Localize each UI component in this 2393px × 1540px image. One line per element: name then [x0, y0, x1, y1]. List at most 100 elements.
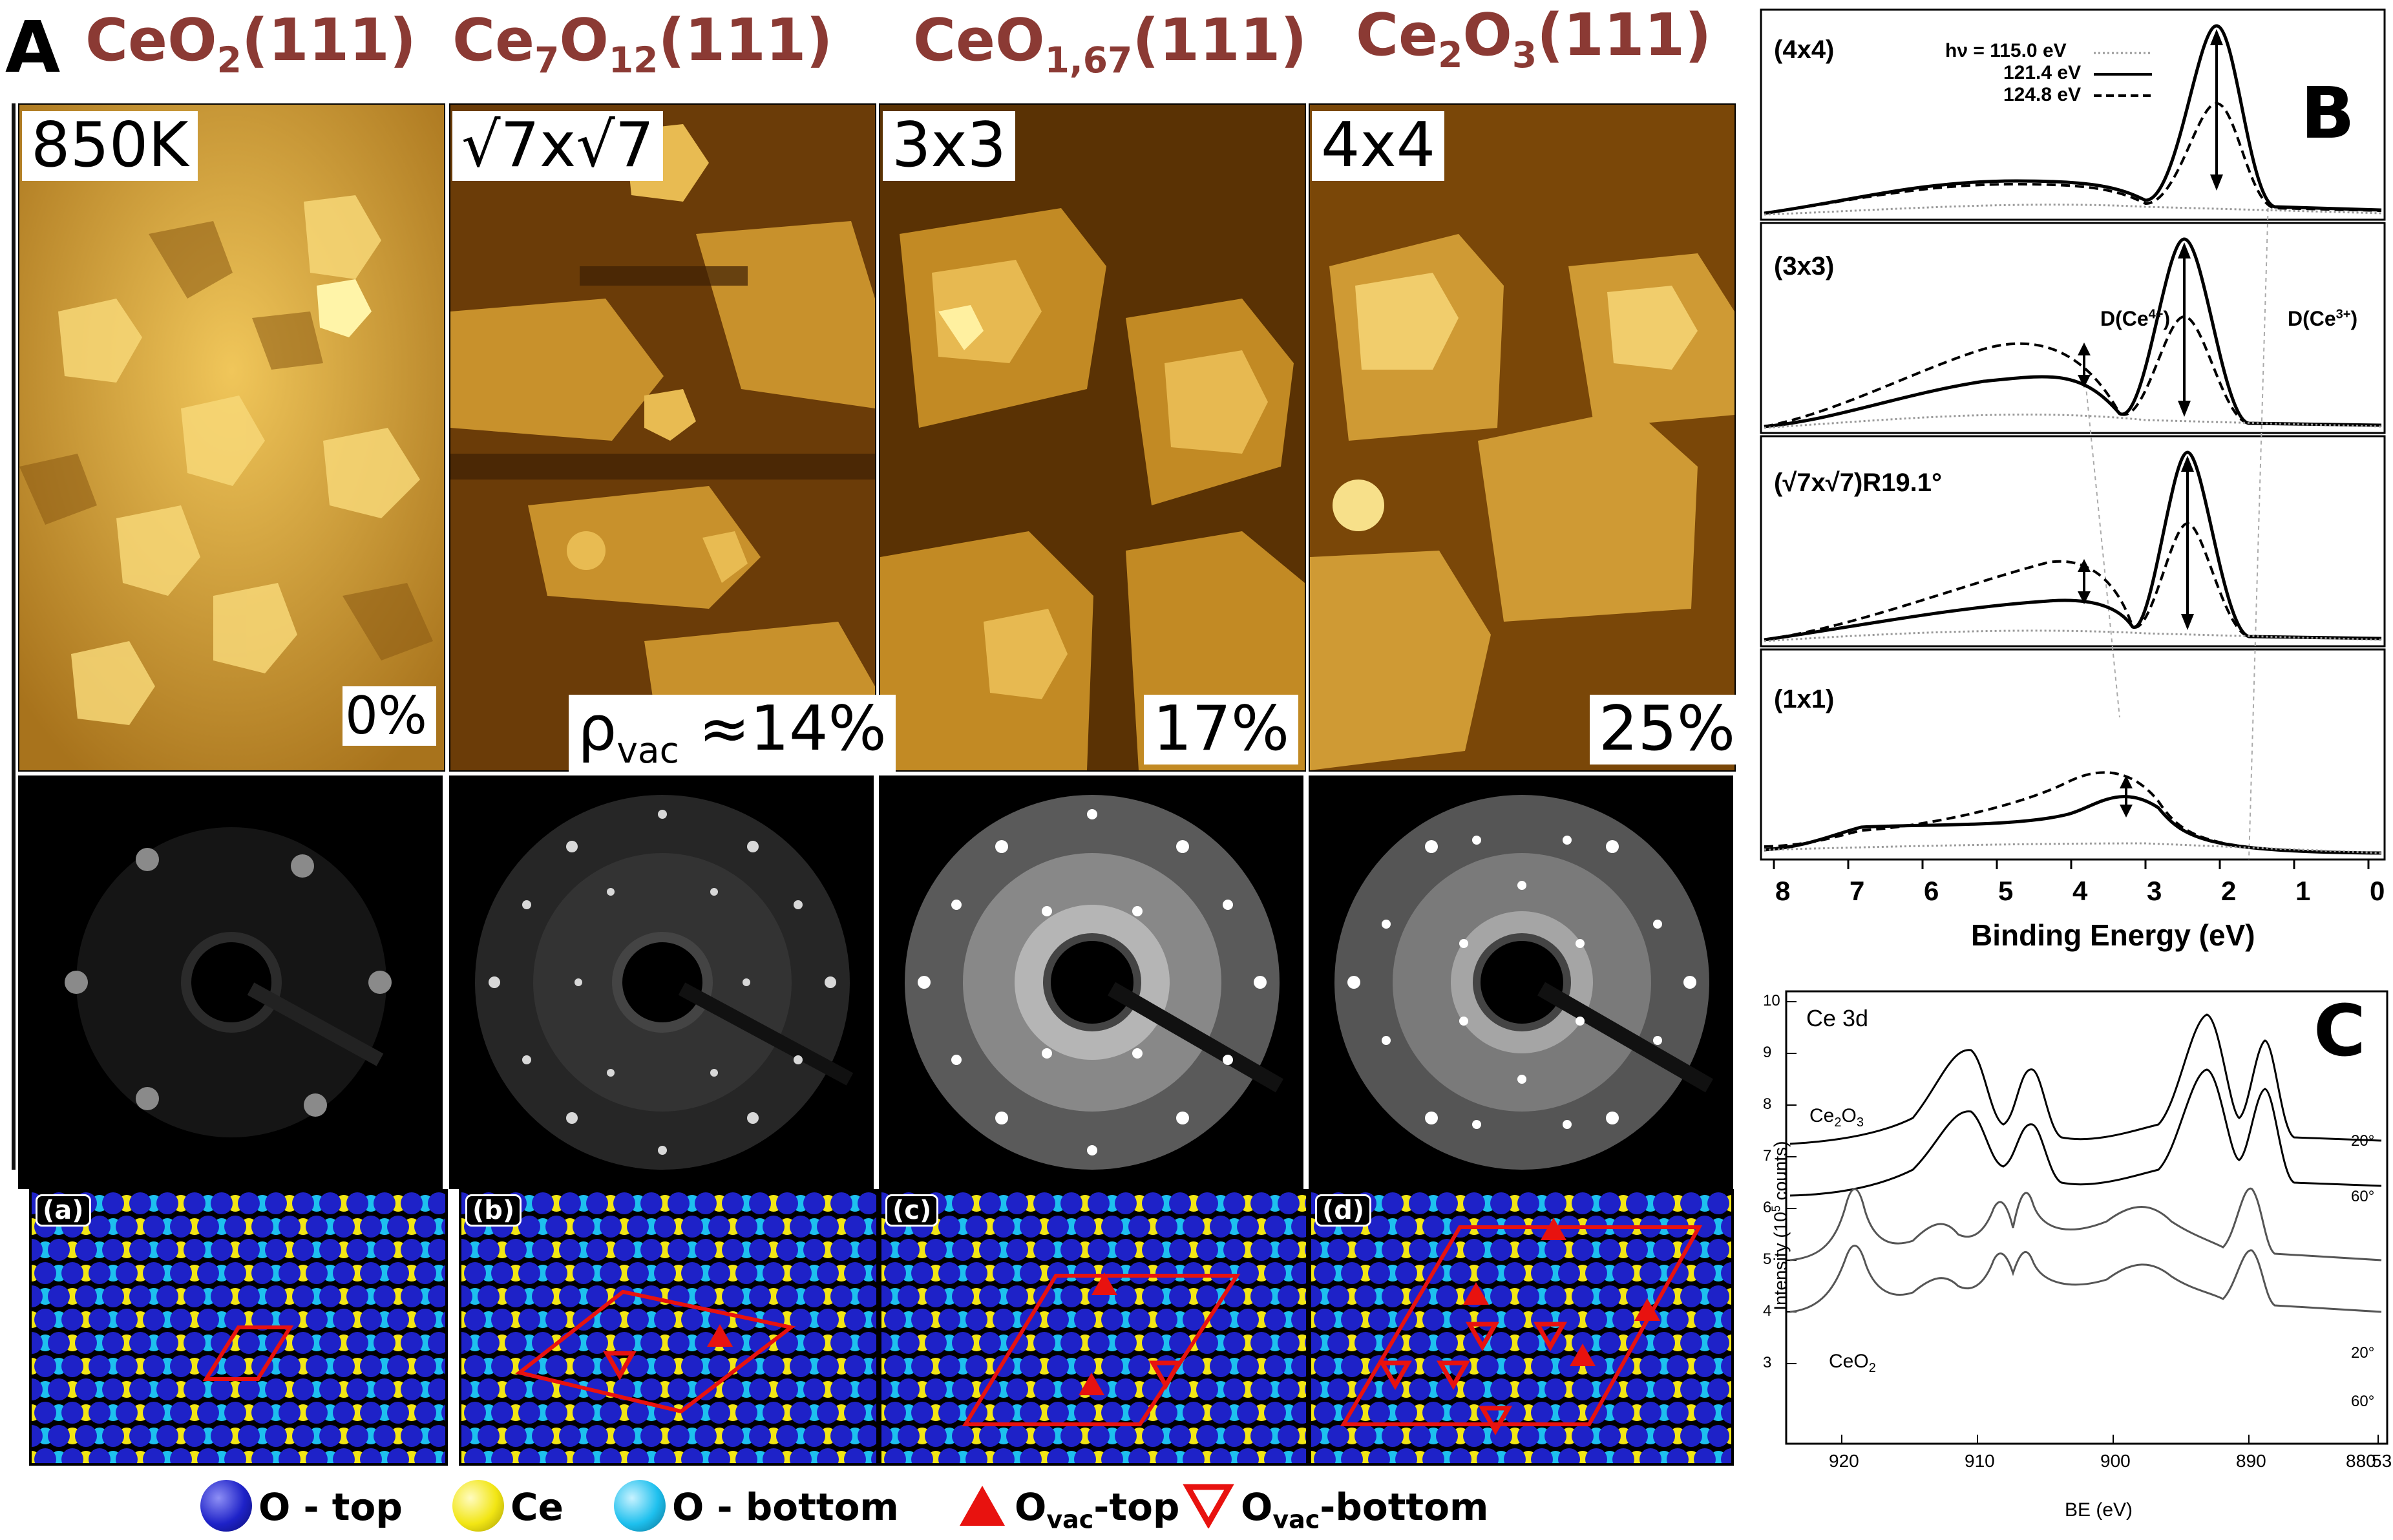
subpanel-frame-1x1 — [1760, 648, 2386, 861]
model-tag-c: (c) — [885, 1194, 939, 1227]
stm-image-ceo167 — [879, 103, 1306, 772]
atomic-model-c: (c) — [879, 1189, 1309, 1466]
stm-label-4x4: 4x4 — [1312, 111, 1445, 181]
ce3d-ytick: 7 — [1763, 1147, 1772, 1165]
xps-annot-ce4: D(Ce4+) — [2100, 307, 2171, 330]
panel-letter-a: A — [5, 6, 61, 89]
xps-xtick: 4 — [2072, 876, 2088, 906]
xps-label-1x1: (1x1) — [1774, 685, 1835, 713]
model-tag-b: (b) — [465, 1194, 522, 1227]
column-title-ce7o12: Ce7O12(111) — [452, 6, 833, 81]
leed-spots-ce2o3 — [1334, 795, 1713, 1170]
panel-b — [1758, 6, 2391, 963]
legend-ce-icon — [452, 1480, 504, 1532]
panel-c-plot — [1785, 990, 2388, 1445]
stm-image-ceo2 — [18, 103, 445, 772]
ce3d-title: Ce 3d — [1806, 1005, 1869, 1031]
ce3d-ytick: 6 — [1763, 1199, 1772, 1216]
xps-label-3x3: (3x3) — [1774, 252, 1835, 280]
atomic-lattice-d — [1311, 1192, 1731, 1463]
curve-label-ce2o3: Ce2O3 — [1809, 1105, 1864, 1130]
subpanel-frame-sqrt7 — [1760, 435, 2386, 648]
stm-label-sqrt7: √7x√7 — [452, 111, 664, 181]
legend-o-bottom-label: O - bottom — [672, 1485, 899, 1529]
leed-spots-ceo167 — [905, 795, 1283, 1170]
stm-texture-ce2o3 — [1310, 105, 1734, 770]
legend-ovac-bottom-icon — [1183, 1484, 1234, 1528]
ce3d-yticks: 10 9 8 7 6 5 4 3 — [1763, 992, 1782, 1380]
leed-pattern-ceo167 — [879, 775, 1303, 1189]
model-tag-d: (d) — [1315, 1194, 1372, 1227]
xps-xtick: 3 — [2147, 876, 2162, 906]
xps-xtick: 1 — [2295, 876, 2311, 906]
ce3d-ytick: 3 — [1763, 1354, 1772, 1371]
xps-xtick: 7 — [1850, 876, 1865, 906]
stm-texture-ceo2 — [19, 105, 444, 770]
leed-spots-ce7o12 — [475, 795, 854, 1170]
panel-b-plot — [1760, 8, 2386, 869]
xps-annot-ce3: D(Ce3+) — [2288, 307, 2358, 330]
column-title-ce2o3: Ce2O3(111) — [1356, 1, 1712, 76]
legend-ovac-top-label: Ovac-top — [1015, 1485, 1180, 1534]
subpanel-frame-3x3 — [1760, 222, 2386, 434]
stm-pct-17: 17% — [1144, 695, 1299, 765]
atomic-model-a: (a) — [29, 1189, 448, 1466]
legend-ovac-top-icon — [960, 1486, 1005, 1526]
angle-label: 20° — [2351, 1344, 2375, 1362]
stm-texture-ce7o12 — [450, 105, 875, 770]
atomic-lattice-c — [881, 1192, 1306, 1463]
xps-legend-124: 124.8 eV — [2003, 84, 2082, 105]
legend-ce-label: Ce — [511, 1485, 564, 1529]
stm-pct-25: 25% — [1590, 695, 1745, 765]
stm-label-3x3: 3x3 — [883, 111, 1016, 181]
ce3d-ytick: 10 — [1763, 992, 1780, 1009]
ce3d-xtick: 910 — [1965, 1451, 1995, 1471]
angle-label: 60° — [2351, 1393, 2375, 1410]
ce3d-ytick: 9 — [1763, 1044, 1772, 1061]
xps-xlabel: Binding Energy (eV) — [1971, 918, 2255, 952]
legend-ovac-bottom-label: Ovac-bottom — [1241, 1485, 1489, 1534]
panel-letter-c: C — [2314, 989, 2366, 1072]
xps-xtick: 2 — [2221, 876, 2237, 906]
ce3d-ytick: 5 — [1763, 1250, 1772, 1268]
leed-pattern-ceo2 — [18, 775, 443, 1189]
angle-label: 60° — [2351, 1188, 2375, 1205]
ce3d-xtick: 920 — [1829, 1451, 1859, 1471]
angle-label: 20° — [2351, 1132, 2375, 1150]
leed-pattern-ce7o12 — [449, 775, 874, 1189]
stm-texture-ceo167 — [880, 105, 1305, 770]
panel-letter-b: B — [2301, 72, 2355, 154]
xps-xtick: 8 — [1775, 876, 1791, 906]
ce3d-xlabel: BE (eV) — [2065, 1499, 2133, 1521]
xps-label-sqrt7: (√7x√7)R19.1° — [1774, 469, 1943, 497]
leed-spots-ceo2 — [65, 827, 392, 1137]
stm-pct-0: 0% — [343, 686, 436, 746]
legend-o-bottom-icon — [614, 1480, 666, 1532]
stm-image-ce2o3 — [1309, 103, 1736, 772]
xps-xtick: 0 — [2370, 876, 2385, 906]
curve-label-ceo2: CeO2 — [1829, 1351, 1876, 1375]
atomic-model-b: (b) — [459, 1189, 879, 1466]
subpanel-frame-4x4 — [1760, 8, 2386, 221]
xps-xtick: 5 — [1998, 876, 2014, 906]
atomic-lattice-a — [32, 1192, 445, 1463]
model-tag-a: (a) — [36, 1194, 91, 1227]
xps-label-4x4: (4x4) — [1774, 36, 1835, 64]
xps-legend-121: 121.4 eV — [2003, 62, 2082, 83]
ce3d-ytick: 4 — [1763, 1302, 1772, 1320]
panel-c — [1784, 989, 2391, 1480]
ce3d-xticks: 920 910 900 890 880 53 — [1784, 1451, 2392, 1477]
column-title-ceo2: CeO2(111) — [85, 6, 417, 81]
xps-xtick: 6 — [1924, 876, 1939, 906]
column-title-ceo167: CeO1,67(111) — [913, 6, 1307, 81]
stm-label-850k: 850K — [22, 111, 198, 181]
ce3d-xtick-partial: 53 — [2372, 1451, 2392, 1471]
left-border-bar — [12, 103, 16, 1170]
leed-pattern-ce2o3 — [1309, 775, 1733, 1189]
atomic-model-d: (d) — [1309, 1189, 1734, 1466]
ce3d-xtick: 900 — [2100, 1451, 2131, 1471]
ce3d-ylabel: Intensity (105 counts) — [1769, 1141, 1791, 1311]
ce3d-ytick: 8 — [1763, 1095, 1772, 1113]
stm-image-ce7o12 — [449, 103, 876, 772]
stm-pct-14: ρvac ≈14% — [569, 695, 896, 772]
